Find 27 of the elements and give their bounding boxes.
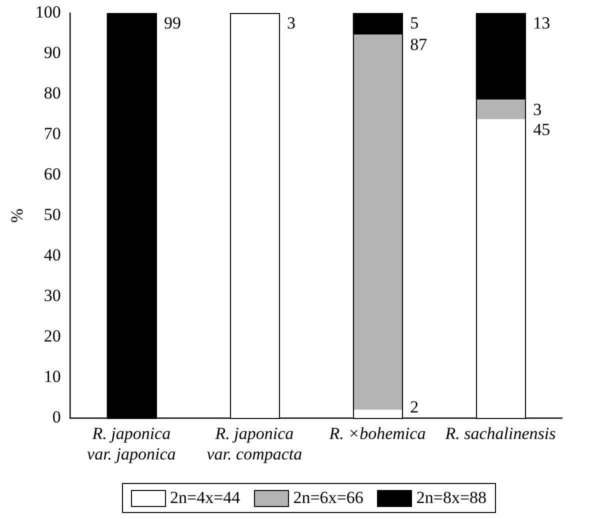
y-tick-label: 70 [44, 124, 61, 144]
annotation: 2 [410, 398, 419, 417]
x-tick-label: R. sachalinensis [444, 424, 556, 443]
legend-label: 2n=8x=88 [416, 488, 487, 508]
x-tick-label: R. japonica var. compacta [206, 424, 302, 464]
x-tick-label: R. japonica var. japonica [87, 424, 176, 464]
y-tick-label: 30 [44, 286, 61, 306]
legend-label: 2n=4x=44 [170, 488, 240, 508]
y-tick-label: 10 [44, 367, 61, 386]
y-tick-label: 0 [52, 408, 61, 427]
annotation: 99 [164, 14, 182, 33]
x-tick-label: R. ×bohemica [328, 424, 426, 443]
annotation: 3 [287, 14, 296, 33]
y-axis-title: % [8, 208, 27, 223]
y-tick-label: 90 [44, 43, 61, 62]
annotation: 13 [533, 14, 550, 33]
annotation: 87 [410, 35, 428, 54]
y-tick-label: 40 [44, 246, 61, 265]
y-tick-label: 80 [44, 84, 61, 103]
y-tick-label: 20 [44, 326, 61, 346]
annotation: 5 [410, 14, 419, 33]
y-tick-label: 50 [44, 205, 61, 224]
y-tick-label: 100 [35, 2, 61, 22]
legend-label: 2n=6x=66 [293, 488, 364, 508]
annotation: 45 [533, 120, 550, 139]
y-tick-label: 60 [44, 164, 61, 184]
annotation: 3 [533, 100, 542, 119]
